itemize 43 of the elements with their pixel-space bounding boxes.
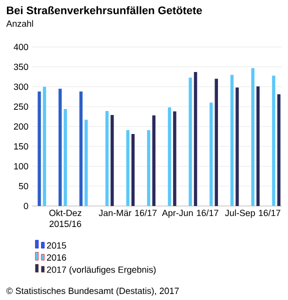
bar <box>84 120 88 206</box>
bar <box>105 110 109 206</box>
y-tick-label: 400 <box>14 44 28 50</box>
bar <box>64 109 67 206</box>
x-tick-label: Jul-Sep 16/17 <box>225 210 280 218</box>
y-tick-label: 150 <box>14 143 28 150</box>
bar <box>126 130 130 206</box>
y-tick-label: 300 <box>14 84 28 90</box>
bar <box>131 134 135 206</box>
y-axis-title: Anzahl <box>6 20 34 27</box>
bar <box>194 72 198 206</box>
bar <box>168 107 172 206</box>
bar <box>173 111 176 206</box>
bar <box>251 68 254 206</box>
bar <box>256 86 260 206</box>
bar <box>277 94 280 206</box>
bar <box>42 86 46 206</box>
y-tick-label: 50 <box>18 182 28 190</box>
chart-title: Bei Straßenverkehrsunfällen Getötete <box>6 6 202 14</box>
bar <box>79 92 83 206</box>
bar <box>152 115 156 206</box>
x-tick-label: Apr-Jun 16/17 <box>162 210 218 218</box>
bar <box>110 114 114 206</box>
legend-label: 2017 (vorläufiges Ergebnis) <box>47 266 156 275</box>
y-tick-label: 350 <box>14 64 28 70</box>
bar <box>147 130 150 206</box>
bar <box>188 78 192 206</box>
y-tick-label: 100 <box>14 163 28 170</box>
bar <box>236 88 239 206</box>
bar <box>58 88 62 206</box>
x-tick-label: Jan-Mär 16/17 <box>98 210 157 216</box>
y-tick-label: 0 <box>24 202 28 210</box>
text: © Statistisches Bundesamt (Destatis), 2017 <box>6 287 179 296</box>
legend-label: 2016 <box>47 254 66 261</box>
x-tick-label: Okt-Dez 2015/16 <box>49 210 82 228</box>
bar <box>38 92 41 206</box>
bar <box>230 74 234 206</box>
y-tick-label: 250 <box>14 103 28 110</box>
bar <box>272 76 276 206</box>
y-tick-label: 200 <box>14 123 28 130</box>
legend-label: 2015 <box>47 242 66 249</box>
bar <box>214 78 218 206</box>
bar <box>210 102 213 206</box>
